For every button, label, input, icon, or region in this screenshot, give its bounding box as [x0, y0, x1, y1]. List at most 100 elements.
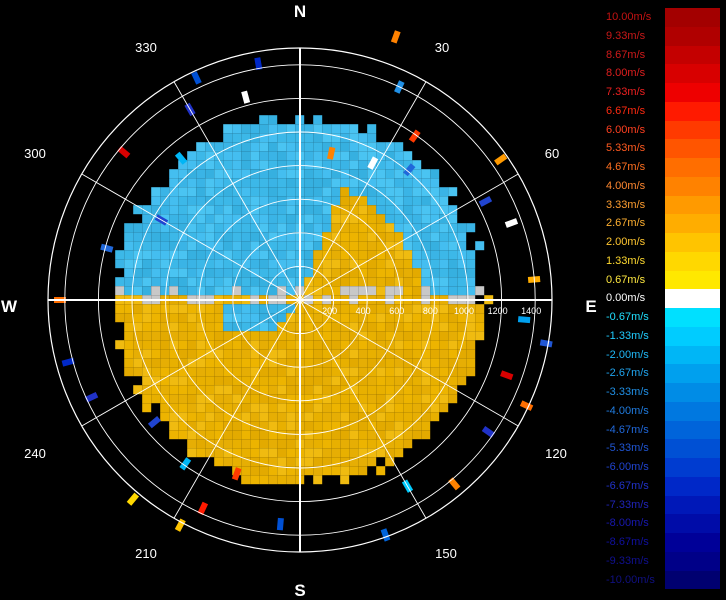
velocity-cell — [160, 313, 170, 323]
velocity-cell — [196, 223, 206, 233]
legend-swatch — [665, 64, 720, 83]
velocity-cell — [466, 322, 476, 332]
velocity-cell — [340, 466, 350, 476]
velocity-cell — [331, 232, 341, 242]
velocity-cell — [133, 331, 143, 341]
velocity-cell — [187, 394, 197, 404]
velocity-cell — [358, 133, 368, 143]
velocity-cell — [196, 367, 206, 377]
velocity-cell — [322, 187, 332, 197]
velocity-cell — [340, 331, 350, 341]
echo-cell — [481, 426, 496, 438]
velocity-cell — [268, 457, 278, 467]
echo-cell — [517, 316, 531, 324]
velocity-cell — [349, 259, 359, 269]
velocity-cell — [376, 232, 386, 242]
velocity-cell — [367, 385, 377, 395]
velocity-cell — [223, 385, 233, 395]
velocity-cell — [322, 457, 332, 467]
echo-cell — [327, 146, 336, 160]
velocity-cell — [313, 160, 323, 170]
velocity-cell — [412, 376, 422, 386]
velocity-cell — [385, 187, 395, 197]
velocity-cell — [160, 412, 170, 422]
velocity-cell — [340, 214, 350, 224]
velocity-cell — [349, 241, 359, 251]
velocity-cell — [268, 358, 278, 368]
velocity-cell — [133, 250, 143, 260]
velocity-cell — [223, 313, 233, 323]
velocity-cell — [286, 223, 296, 233]
echo-cell — [504, 218, 519, 228]
legend-row: 4.00m/s — [606, 176, 720, 196]
velocity-cell — [124, 349, 134, 359]
velocity-cell — [376, 394, 386, 404]
legend-swatch — [665, 401, 720, 421]
velocity-cell — [304, 241, 314, 251]
velocity-cell — [124, 367, 134, 377]
velocity-cell — [457, 304, 467, 314]
velocity-cell — [214, 403, 224, 413]
velocity-cell — [169, 331, 179, 341]
velocity-cell — [241, 394, 251, 404]
velocity-cell — [205, 286, 215, 296]
velocity-cell — [241, 178, 251, 188]
velocity-cell — [340, 250, 350, 260]
velocity-cell — [196, 394, 206, 404]
velocity-cell — [232, 439, 242, 449]
legend-label: -9.33m/s — [606, 554, 649, 567]
velocity-cell — [268, 322, 278, 332]
velocity-cell — [286, 349, 296, 359]
legend-row: 9.33m/s — [606, 26, 720, 46]
velocity-cell — [196, 385, 206, 395]
velocity-field — [54, 30, 553, 542]
velocity-cell — [133, 205, 143, 215]
velocity-cell — [142, 250, 152, 260]
velocity-colorbar: 10.00m/s 9.33m/s 8.67m/s 8.00m/s 7.33m/s 6.67… — [606, 8, 720, 590]
velocity-cell — [313, 466, 323, 476]
velocity-cell — [439, 196, 449, 206]
velocity-cell — [169, 286, 179, 296]
velocity-cell — [475, 313, 485, 323]
velocity-cell — [241, 448, 251, 458]
velocity-cell — [349, 349, 359, 359]
velocity-cell — [277, 250, 287, 260]
legend-row: -6.00m/s — [606, 458, 720, 477]
velocity-cell — [466, 268, 476, 278]
velocity-cell — [385, 394, 395, 404]
velocity-cell — [250, 160, 260, 170]
velocity-cell — [394, 304, 404, 314]
velocity-cell — [277, 457, 287, 467]
velocity-cell — [151, 322, 161, 332]
velocity-cell — [268, 214, 278, 224]
velocity-cell — [457, 241, 467, 251]
echo-cell — [254, 57, 263, 71]
velocity-cell — [133, 232, 143, 242]
velocity-cell — [214, 331, 224, 341]
velocity-cell — [178, 286, 188, 296]
velocity-cell — [385, 160, 395, 170]
legend-row: -7.33m/s — [606, 495, 720, 515]
velocity-cell — [142, 214, 152, 224]
velocity-cell — [250, 322, 260, 332]
legend-row: 6.67m/s — [606, 101, 720, 121]
range-label: 1000 — [454, 306, 474, 316]
velocity-cell — [124, 259, 134, 269]
velocity-cell — [376, 313, 386, 323]
velocity-cell — [205, 331, 215, 341]
velocity-cell — [133, 277, 143, 287]
velocity-cell — [232, 241, 242, 251]
velocity-cell — [169, 412, 179, 422]
velocity-cell — [340, 259, 350, 269]
echo-cell — [448, 477, 461, 491]
velocity-cell — [358, 268, 368, 278]
velocity-cell — [331, 466, 341, 476]
velocity-cell — [124, 250, 134, 260]
legend-label: 0.67m/s — [606, 273, 646, 286]
velocity-cell — [196, 322, 206, 332]
velocity-cell — [232, 124, 242, 134]
velocity-cell — [349, 340, 359, 350]
velocity-cell — [430, 205, 440, 215]
velocity-cell — [331, 304, 341, 314]
velocity-cell — [313, 232, 323, 242]
